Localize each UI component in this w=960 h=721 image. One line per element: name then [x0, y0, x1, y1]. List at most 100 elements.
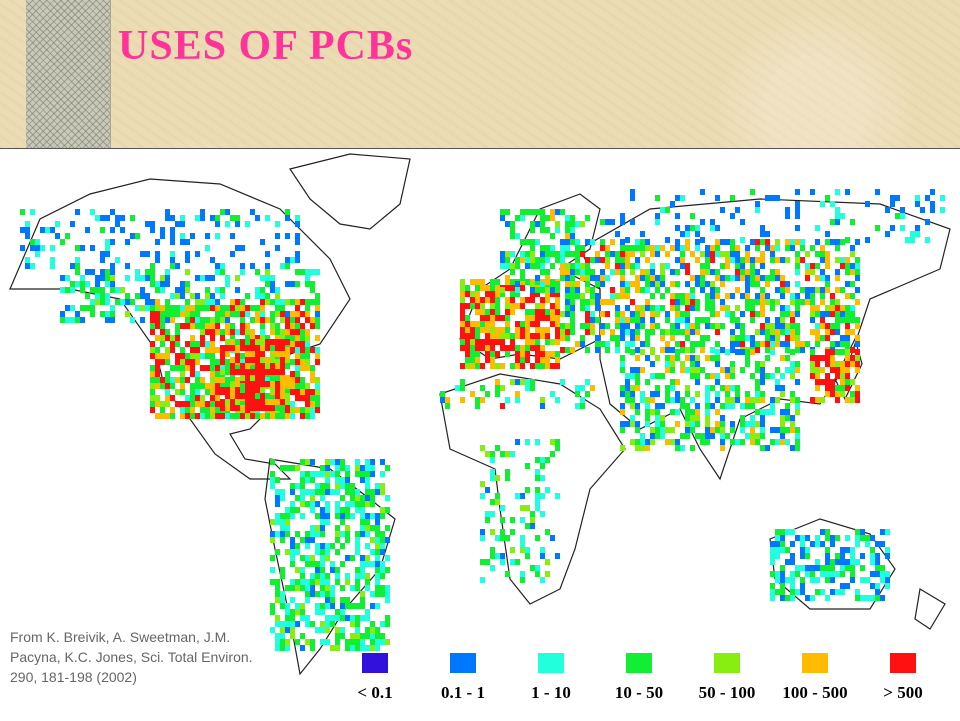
emission-cell [280, 633, 285, 639]
emission-cell [725, 275, 730, 281]
emission-cell [245, 221, 250, 227]
emission-cell [175, 353, 180, 359]
emission-cell [500, 385, 505, 391]
emission-cell [260, 369, 265, 375]
emission-cell [735, 349, 740, 355]
emission-cell [535, 309, 540, 315]
emission-cell [495, 391, 500, 397]
emission-cell [665, 391, 670, 397]
emission-cell [305, 407, 310, 413]
emission-cell [210, 407, 215, 413]
emission-cell [180, 305, 185, 311]
emission-cell [770, 427, 775, 433]
emission-cell [865, 535, 870, 541]
emission-cell [535, 263, 540, 269]
emission-cell [380, 489, 385, 495]
emission-cell [695, 341, 700, 347]
emission-cell [570, 305, 575, 311]
emission-cell [220, 351, 225, 357]
emission-cell [75, 245, 80, 251]
emission-cell [370, 459, 375, 465]
emission-cell [255, 387, 260, 393]
emission-cell [670, 347, 675, 353]
emission-cell [140, 275, 145, 281]
emission-cell [845, 335, 850, 341]
emission-cell [305, 591, 310, 597]
emission-cell [505, 303, 510, 309]
emission-cell [560, 323, 565, 329]
emission-cell [645, 281, 650, 287]
emission-cell [780, 421, 785, 427]
emission-cell [810, 367, 815, 373]
emission-cell [270, 603, 275, 609]
emission-cell [840, 361, 845, 367]
emission-cell [755, 329, 760, 335]
emission-cell [820, 323, 825, 329]
emission-cell [290, 413, 295, 419]
emission-cell [375, 573, 380, 579]
emission-cell [780, 341, 785, 347]
emission-cell [630, 335, 635, 341]
emission-cell [630, 421, 635, 427]
emission-cell [550, 233, 555, 239]
emission-cell [550, 309, 555, 315]
emission-cell [805, 263, 810, 269]
emission-cell [340, 615, 345, 621]
emission-cell [690, 361, 695, 367]
emission-cell [325, 639, 330, 645]
emission-cell [835, 329, 840, 335]
emission-cell [695, 305, 700, 311]
emission-cell [830, 323, 835, 329]
emission-cell [525, 327, 530, 333]
emission-cell [735, 397, 740, 403]
emission-cell [220, 209, 225, 215]
emission-cell [265, 281, 270, 287]
emission-cell [475, 357, 480, 363]
emission-cell [495, 499, 500, 505]
emission-cell [305, 501, 310, 507]
emission-cell [230, 393, 235, 399]
emission-cell [305, 317, 310, 323]
emission-cell [810, 577, 815, 583]
emission-cell [610, 251, 615, 257]
emission-cell [305, 561, 310, 567]
emission-cell [295, 347, 300, 353]
emission-cell [295, 239, 300, 245]
emission-cell [230, 339, 235, 345]
emission-cell [820, 317, 825, 323]
emission-cell [790, 293, 795, 299]
legend-label: > 500 [883, 683, 923, 702]
emission-cell [855, 361, 860, 367]
emission-cell [545, 363, 550, 369]
emission-cell [800, 287, 805, 293]
emission-cell [325, 489, 330, 495]
emission-cell [535, 475, 540, 481]
emission-cell [540, 257, 545, 263]
emission-cell [685, 335, 690, 341]
emission-cell [560, 257, 565, 263]
emission-cell [620, 251, 625, 257]
emission-cell [750, 433, 755, 439]
emission-cell [275, 633, 280, 639]
emission-cell [265, 399, 270, 405]
emission-cell [580, 403, 585, 409]
emission-cell [475, 309, 480, 315]
emission-cell [830, 367, 835, 373]
emission-cell [285, 323, 290, 329]
emission-cell [260, 275, 265, 281]
emission-cell [215, 305, 220, 311]
emission-cell [605, 347, 610, 353]
emission-cell [225, 209, 230, 215]
emission-cell [165, 377, 170, 383]
emission-cell [385, 465, 390, 471]
emission-cell [295, 353, 300, 359]
emission-cell [785, 347, 790, 353]
emission-cell [195, 275, 200, 281]
emission-cell [380, 459, 385, 465]
emission-cell [160, 323, 165, 329]
emission-cell [165, 371, 170, 377]
emission-cell [325, 501, 330, 507]
emission-cell [320, 585, 325, 591]
emission-cell [630, 219, 635, 225]
emission-cell [305, 299, 310, 305]
